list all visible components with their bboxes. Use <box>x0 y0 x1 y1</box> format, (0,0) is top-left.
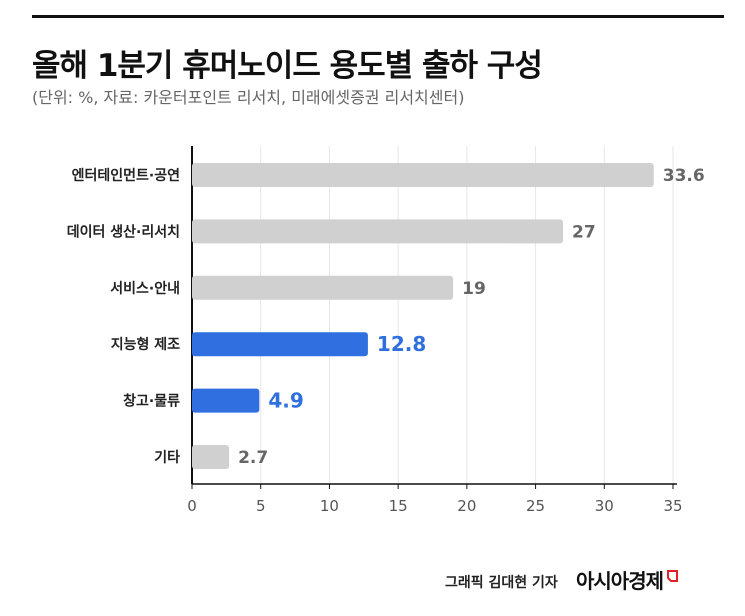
bar <box>192 275 454 300</box>
x-tick-label: 10 <box>320 497 339 515</box>
value-label: 4.9 <box>268 389 303 413</box>
bar <box>192 163 654 187</box>
x-tick-label: 20 <box>457 497 476 515</box>
category-label: 데이터 생산·리서치 <box>67 223 180 240</box>
x-tick-label: 5 <box>256 497 266 515</box>
value-label: 33.6 <box>663 166 705 186</box>
bar <box>192 332 368 357</box>
chart-title: 올해 1분기 휴머노이드 용도별 출하 구성 <box>32 48 543 84</box>
top-rule <box>32 15 724 18</box>
brand-logo-text: 아시아경제 <box>576 569 664 593</box>
category-label: 기타 <box>154 450 180 466</box>
x-tick-label: 35 <box>663 497 682 515</box>
x-tick-label: 25 <box>526 497 545 515</box>
category-label: 창고·물류 <box>123 393 180 410</box>
bar <box>192 219 564 244</box>
bar <box>192 445 230 469</box>
category-label: 지능형 제조 <box>111 336 180 353</box>
category-label: 엔터테인먼트·공연 <box>72 167 180 184</box>
graphic-credit: 그래픽 김대현 기자 <box>445 575 558 591</box>
value-label: 27 <box>572 222 596 242</box>
category-label: 서비스·안내 <box>110 280 180 297</box>
brand-mark-icon <box>667 570 678 582</box>
chart-subtitle: (단위: %, 자료: 카운터포인트 리서치, 미래에셋증권 리서치센터) <box>32 88 465 107</box>
x-tick-label: 0 <box>187 497 197 515</box>
bar <box>192 388 260 413</box>
x-tick-label: 15 <box>389 497 408 515</box>
value-label: 19 <box>462 279 486 299</box>
x-tick-label: 30 <box>595 497 614 515</box>
value-label: 12.8 <box>377 332 426 356</box>
value-label: 2.7 <box>238 448 268 468</box>
